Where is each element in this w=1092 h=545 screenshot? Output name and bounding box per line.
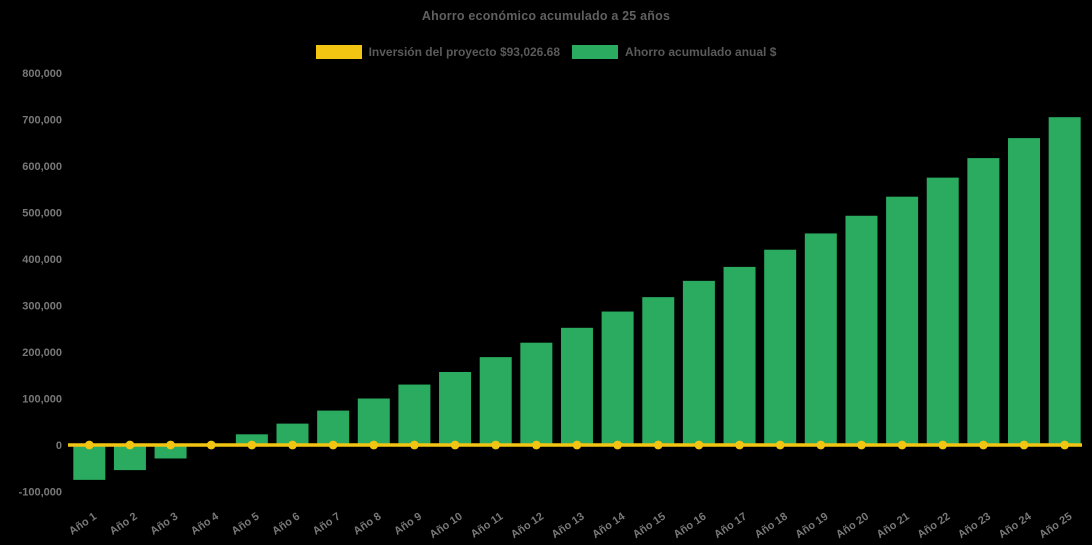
investment-line-marker bbox=[775, 440, 785, 450]
y-axis-tick: 600,000 bbox=[22, 161, 62, 173]
legend-item-savings: Ahorro acumulado anual $ bbox=[572, 45, 776, 59]
bar-año-1 bbox=[73, 445, 106, 480]
x-axis-tick: Año 19 bbox=[793, 511, 830, 541]
bar-año-9 bbox=[398, 384, 431, 445]
x-axis-tick: Año 14 bbox=[590, 510, 628, 541]
bar-año-13 bbox=[560, 327, 593, 445]
x-axis-tick: Año 10 bbox=[428, 511, 465, 541]
bar-año-18 bbox=[764, 249, 797, 445]
investment-line-marker bbox=[857, 440, 866, 450]
investment-line-marker bbox=[613, 440, 623, 450]
investment-line-marker bbox=[694, 440, 704, 450]
x-axis-tick: Año 12 bbox=[509, 511, 546, 541]
x-axis-tick: Año 21 bbox=[875, 511, 912, 541]
investment-line-marker bbox=[410, 440, 419, 450]
investment-line-marker bbox=[166, 440, 175, 450]
x-axis-tick: Año 20 bbox=[834, 511, 871, 541]
bar-año-3 bbox=[154, 445, 187, 459]
x-axis-tick: Año 7 bbox=[311, 511, 343, 538]
bar-año-7 bbox=[317, 410, 350, 445]
investment-line-marker bbox=[247, 440, 257, 450]
x-axis-tick: Año 16 bbox=[671, 511, 708, 541]
x-axis-tick: Año 5 bbox=[229, 511, 261, 538]
bar-año-11 bbox=[479, 357, 512, 445]
y-axis-tick: 300,000 bbox=[22, 301, 62, 313]
bar-año-8 bbox=[357, 398, 390, 445]
investment-line-marker bbox=[84, 440, 94, 450]
bar-año-6 bbox=[276, 423, 309, 445]
bar-año-21 bbox=[886, 196, 919, 445]
x-axis-tick: Año 4 bbox=[189, 510, 222, 538]
bar-año-22 bbox=[926, 177, 959, 445]
x-axis-tick: Año 17 bbox=[712, 511, 749, 541]
x-axis-tick: Año 13 bbox=[550, 511, 587, 541]
y-axis-tick: 400,000 bbox=[22, 254, 62, 266]
bar-año-24 bbox=[1008, 138, 1041, 445]
x-axis-tick: Año 22 bbox=[915, 511, 952, 541]
investment-line-marker bbox=[938, 440, 948, 450]
bar-año-23 bbox=[967, 158, 1000, 445]
investment-line-marker bbox=[125, 440, 135, 450]
y-axis-tick: 700,000 bbox=[22, 115, 62, 127]
x-axis-tick: Año 3 bbox=[148, 511, 180, 538]
investment-line-marker bbox=[1019, 440, 1029, 450]
investment-legend-swatch bbox=[315, 45, 362, 59]
x-axis-tick: Año 11 bbox=[469, 511, 506, 541]
y-axis-tick: 100,000 bbox=[22, 394, 62, 406]
bar-año-5 bbox=[235, 434, 268, 445]
investment-line-marker bbox=[1060, 440, 1070, 450]
y-axis-tick: 500,000 bbox=[22, 208, 62, 220]
x-axis-tick: Año 18 bbox=[753, 511, 790, 541]
investment-legend-label: Inversión del proyecto $93,026.68 bbox=[368, 45, 561, 59]
bar-año-20 bbox=[845, 215, 878, 445]
y-axis-tick: 0 bbox=[56, 440, 62, 452]
x-axis-tick: Año 24 bbox=[997, 510, 1035, 541]
investment-line-marker bbox=[328, 440, 338, 450]
savings-legend-swatch bbox=[572, 45, 619, 59]
investment-line-marker bbox=[450, 440, 460, 450]
y-axis-tick: -100,000 bbox=[19, 487, 62, 499]
y-axis-tick: 800,000 bbox=[22, 68, 62, 80]
x-axis-tick: Año 1 bbox=[67, 511, 99, 538]
investment-line-marker bbox=[572, 440, 582, 450]
investment-line-marker bbox=[978, 440, 988, 450]
chart-title: Ahorro económico acumulado a 25 años bbox=[421, 9, 671, 23]
bar-año-14 bbox=[601, 311, 634, 445]
legend-item-investment: Inversión del proyecto $93,026.68 bbox=[315, 45, 561, 59]
x-axis-tick: Año 9 bbox=[392, 511, 424, 538]
bar-año-19 bbox=[804, 233, 837, 445]
investment-line-marker bbox=[735, 440, 744, 450]
investment-line-marker bbox=[491, 440, 501, 450]
x-axis-tick: Año 8 bbox=[351, 511, 383, 538]
x-axis-tick: Año 25 bbox=[1037, 511, 1074, 541]
x-axis-tick: Año 6 bbox=[270, 511, 302, 538]
bar-año-17 bbox=[723, 266, 756, 445]
bar-año-10 bbox=[439, 371, 472, 445]
x-axis-tick: Año 2 bbox=[108, 511, 140, 538]
x-axis-tick: Año 15 bbox=[631, 511, 668, 541]
investment-line-marker bbox=[288, 440, 297, 450]
investment-line-marker bbox=[206, 440, 216, 450]
investment-line-marker bbox=[531, 440, 541, 450]
investment-line-marker bbox=[897, 440, 907, 450]
bar-año-16 bbox=[682, 280, 715, 445]
investment-line-marker bbox=[653, 440, 663, 450]
bar-año-25 bbox=[1048, 117, 1081, 446]
investment-line-marker bbox=[369, 440, 379, 450]
savings-legend-label: Ahorro acumulado anual $ bbox=[625, 45, 777, 59]
x-axis-tick: Año 23 bbox=[956, 511, 993, 541]
y-axis-tick: 200,000 bbox=[22, 347, 62, 359]
bar-año-12 bbox=[520, 342, 553, 445]
chart-legend: Inversión del proyecto $93,026.68 Ahorro… bbox=[0, 45, 1092, 59]
bar-año-15 bbox=[642, 297, 675, 445]
investment-line-marker bbox=[816, 440, 826, 450]
